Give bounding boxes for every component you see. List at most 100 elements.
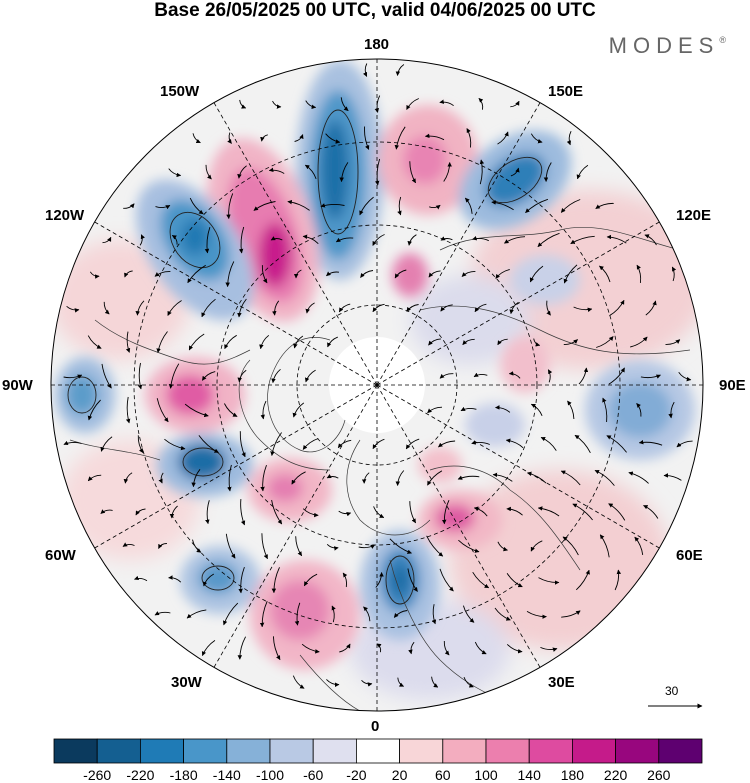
wind-arrow: [325, 133, 341, 144]
map-disk: [51, 59, 703, 711]
wind-arrow: [122, 542, 135, 547]
wind-arrow: [374, 95, 381, 113]
wind-arrow: [572, 503, 593, 521]
wind-arrow: [463, 676, 474, 688]
wind-arrow: [291, 471, 306, 485]
wind-arrow: [87, 399, 101, 421]
wind-arrow: [372, 438, 385, 450]
wind-arrow: [358, 544, 376, 549]
wind-arrow: [361, 472, 370, 484]
colorbar-tick-label: -60: [303, 767, 323, 783]
wind-arrow: [491, 200, 514, 211]
wind-arrow: [408, 641, 415, 655]
wind-arrow: [530, 540, 543, 552]
wind-arrow: [87, 474, 102, 482]
colorbar-tick-label: -220: [126, 767, 154, 783]
wind-arrow: [497, 131, 509, 145]
wind-arrow: [395, 64, 405, 76]
wind-arrow: [201, 298, 216, 318]
wind-arrow: [158, 472, 164, 484]
wind-arrow: [678, 371, 692, 382]
wind-arrow: [595, 202, 614, 209]
wind-arrow: [636, 264, 642, 283]
wind-arrow: [608, 503, 626, 521]
wind-arrow: [546, 300, 551, 316]
wind-arrow: [497, 338, 508, 346]
wind-arrow: [628, 471, 649, 484]
wind-arrow: [478, 97, 484, 110]
colorbar-tick-label: 20: [392, 767, 408, 783]
wind-arrow: [320, 203, 345, 208]
colorbar-tick-label: -100: [256, 767, 284, 783]
wind-arrow: [293, 269, 302, 279]
wind-arrow: [270, 432, 282, 456]
wind-arrow: [395, 470, 405, 486]
wind-arrow: [223, 403, 238, 417]
wind-arrow: [189, 197, 204, 215]
wind-arrow: [338, 303, 351, 313]
wind-arrow: [427, 470, 443, 486]
colorbar-box: [615, 738, 660, 764]
wind-arrow: [63, 374, 83, 379]
lon-label-0: 0: [371, 718, 380, 735]
wind-arrow: [638, 439, 663, 446]
wind-arrow: [540, 646, 558, 652]
wind-arrow: [537, 232, 560, 248]
wind-arrow: [427, 406, 443, 414]
wind-arrow: [103, 301, 110, 315]
wind-arrow: [327, 336, 338, 348]
wind-arrow: [443, 162, 452, 182]
wind-arrow: [101, 363, 112, 389]
wind-arrow: [609, 299, 625, 317]
wind-arrow: [272, 100, 282, 109]
wind-arrow: [293, 335, 304, 349]
wind-arrow: [530, 133, 543, 144]
wind-arrow: [495, 269, 510, 279]
wind-arrow: [237, 165, 247, 179]
wind-arrow: [526, 471, 547, 484]
wind-arrow: [226, 193, 234, 220]
wind-arrow: [372, 303, 385, 313]
wind-arrow: [389, 538, 412, 554]
wind-arrow: [462, 338, 475, 346]
map-border: [50, 58, 704, 712]
wind-arrow: [630, 336, 648, 348]
colorbar-tick-label: -20: [346, 767, 366, 783]
wind-arrow: [164, 438, 186, 451]
wind-arrow: [305, 100, 317, 110]
wind-arrow: [676, 440, 693, 448]
wind-arrow: [271, 567, 280, 594]
wind-arrow: [472, 236, 489, 242]
wind-arrow: [124, 270, 133, 278]
wind-arrow: [602, 397, 608, 423]
wind-arrow: [530, 403, 543, 416]
colorbar-ticks: -260 -220 -180 -140 -100 -60 -20 20 60 100 140 180 2…: [83, 767, 671, 783]
wind-arrow: [154, 271, 171, 277]
colorbar-tick-label: -140: [213, 767, 241, 783]
wind-arrow: [407, 568, 418, 592]
wind-arrow: [260, 464, 267, 492]
wind-arrow: [342, 572, 348, 588]
reference-vector-label: 30: [665, 684, 679, 698]
wind-arrow: [305, 302, 315, 314]
colorbar-tick-label: 180: [561, 767, 585, 783]
wind-arrow: [439, 373, 454, 379]
wind-arrow: [272, 300, 280, 316]
wind-arrow: [424, 133, 445, 141]
wind-arrow: [326, 679, 340, 687]
wind-arrow: [492, 472, 513, 482]
coastlines: [69, 226, 691, 711]
wind-arrow: [337, 439, 352, 449]
wind-arrow: [509, 301, 519, 315]
wind-arrow: [225, 533, 236, 559]
wind-arrow: [294, 134, 304, 142]
brand-name: MODES: [608, 33, 720, 58]
wind-arrow: [547, 369, 553, 383]
wind-arrow: [474, 641, 487, 655]
wind-arrow: [466, 128, 472, 148]
wind-arrow: [270, 236, 283, 241]
wind-arrow: [439, 568, 454, 592]
wind-arrow: [260, 134, 268, 142]
wind-arrow: [63, 440, 82, 446]
